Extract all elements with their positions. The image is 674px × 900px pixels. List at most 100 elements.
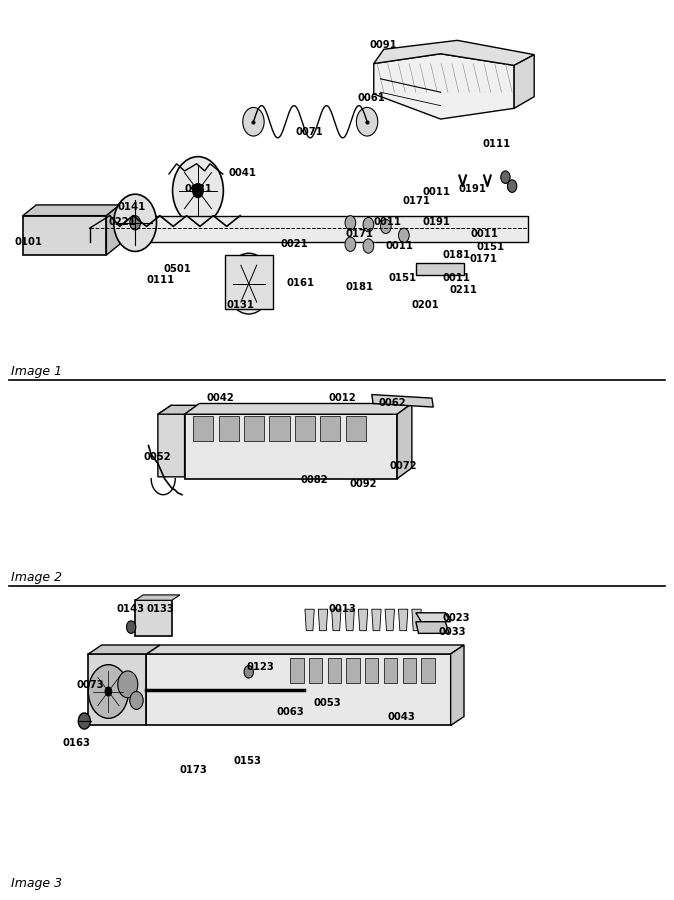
Text: 0053: 0053 bbox=[313, 698, 341, 708]
Text: 0171: 0171 bbox=[469, 255, 497, 265]
Circle shape bbox=[78, 713, 90, 729]
Text: 0062: 0062 bbox=[378, 399, 406, 409]
Circle shape bbox=[114, 194, 156, 251]
Text: 0042: 0042 bbox=[207, 393, 235, 403]
Polygon shape bbox=[398, 609, 408, 631]
Polygon shape bbox=[416, 622, 450, 634]
Text: 0041: 0041 bbox=[228, 167, 257, 177]
Text: 0141: 0141 bbox=[118, 202, 146, 211]
Text: 0012: 0012 bbox=[329, 393, 357, 403]
Text: 0153: 0153 bbox=[233, 756, 262, 766]
Text: 0123: 0123 bbox=[247, 662, 274, 672]
Text: 0151: 0151 bbox=[388, 274, 417, 284]
Polygon shape bbox=[345, 609, 355, 631]
Text: 0071: 0071 bbox=[296, 128, 324, 138]
Polygon shape bbox=[295, 416, 315, 441]
Polygon shape bbox=[146, 645, 464, 654]
Text: 0013: 0013 bbox=[329, 604, 357, 614]
Polygon shape bbox=[146, 654, 451, 725]
Text: 0111: 0111 bbox=[146, 275, 175, 285]
Text: 0501: 0501 bbox=[163, 265, 191, 274]
Polygon shape bbox=[185, 403, 412, 414]
Polygon shape bbox=[106, 205, 120, 255]
Text: 0173: 0173 bbox=[180, 765, 208, 775]
Polygon shape bbox=[397, 403, 412, 479]
Polygon shape bbox=[514, 55, 534, 108]
Polygon shape bbox=[158, 405, 185, 477]
Text: 0023: 0023 bbox=[443, 613, 470, 623]
Polygon shape bbox=[88, 654, 146, 725]
Text: 0033: 0033 bbox=[439, 626, 466, 636]
Circle shape bbox=[88, 665, 129, 718]
Text: 0201: 0201 bbox=[412, 300, 439, 310]
Polygon shape bbox=[320, 416, 340, 441]
Text: 0011: 0011 bbox=[443, 274, 470, 284]
Circle shape bbox=[127, 621, 135, 634]
Circle shape bbox=[363, 238, 374, 253]
Polygon shape bbox=[158, 405, 198, 414]
Circle shape bbox=[105, 687, 112, 696]
Text: 0081: 0081 bbox=[185, 184, 212, 194]
Polygon shape bbox=[346, 658, 360, 682]
Text: 0111: 0111 bbox=[483, 140, 511, 149]
Text: 0143: 0143 bbox=[117, 604, 144, 614]
Polygon shape bbox=[365, 658, 378, 682]
Circle shape bbox=[226, 253, 272, 314]
Polygon shape bbox=[372, 609, 381, 631]
Polygon shape bbox=[88, 645, 160, 654]
Circle shape bbox=[193, 184, 204, 198]
Text: 0181: 0181 bbox=[345, 283, 373, 293]
Polygon shape bbox=[135, 595, 180, 600]
Text: Image 1: Image 1 bbox=[11, 365, 62, 378]
Text: 0151: 0151 bbox=[476, 242, 504, 252]
Text: 0082: 0082 bbox=[300, 474, 328, 484]
Circle shape bbox=[118, 670, 137, 698]
Text: 0191: 0191 bbox=[458, 184, 487, 194]
Text: 0063: 0063 bbox=[277, 707, 305, 717]
Polygon shape bbox=[421, 658, 435, 682]
Text: 0131: 0131 bbox=[226, 300, 255, 310]
Circle shape bbox=[173, 157, 223, 225]
Text: 0161: 0161 bbox=[287, 278, 315, 288]
Text: 0181: 0181 bbox=[443, 250, 470, 260]
Text: 0011: 0011 bbox=[374, 217, 402, 227]
Text: 0092: 0092 bbox=[349, 479, 377, 489]
Text: 0011: 0011 bbox=[470, 229, 499, 238]
Polygon shape bbox=[374, 40, 534, 66]
Text: 0171: 0171 bbox=[345, 229, 373, 238]
Text: 0061: 0061 bbox=[357, 94, 385, 104]
Polygon shape bbox=[451, 645, 464, 725]
Text: 0191: 0191 bbox=[423, 217, 450, 227]
Polygon shape bbox=[290, 658, 303, 682]
Polygon shape bbox=[328, 658, 341, 682]
Text: 0163: 0163 bbox=[63, 738, 91, 749]
Circle shape bbox=[345, 237, 356, 251]
Circle shape bbox=[501, 171, 510, 184]
FancyBboxPatch shape bbox=[416, 263, 464, 274]
Text: 0133: 0133 bbox=[146, 604, 175, 614]
FancyBboxPatch shape bbox=[135, 600, 172, 636]
Polygon shape bbox=[384, 658, 397, 682]
Polygon shape bbox=[372, 394, 433, 407]
Circle shape bbox=[380, 220, 391, 233]
Text: 0101: 0101 bbox=[15, 238, 43, 248]
Circle shape bbox=[243, 107, 264, 136]
Polygon shape bbox=[23, 216, 106, 255]
Circle shape bbox=[363, 218, 374, 232]
Circle shape bbox=[357, 107, 377, 136]
Polygon shape bbox=[309, 658, 322, 682]
Polygon shape bbox=[224, 255, 273, 309]
Polygon shape bbox=[193, 416, 214, 441]
Polygon shape bbox=[332, 609, 341, 631]
Circle shape bbox=[130, 691, 143, 709]
Polygon shape bbox=[23, 205, 120, 216]
Circle shape bbox=[508, 180, 517, 193]
Polygon shape bbox=[305, 609, 314, 631]
Text: 0011: 0011 bbox=[386, 241, 414, 251]
Polygon shape bbox=[385, 609, 394, 631]
Polygon shape bbox=[412, 609, 421, 631]
Text: 0091: 0091 bbox=[369, 40, 397, 50]
Text: 0073: 0073 bbox=[76, 680, 104, 690]
Text: 0011: 0011 bbox=[423, 187, 450, 197]
Polygon shape bbox=[185, 414, 397, 479]
